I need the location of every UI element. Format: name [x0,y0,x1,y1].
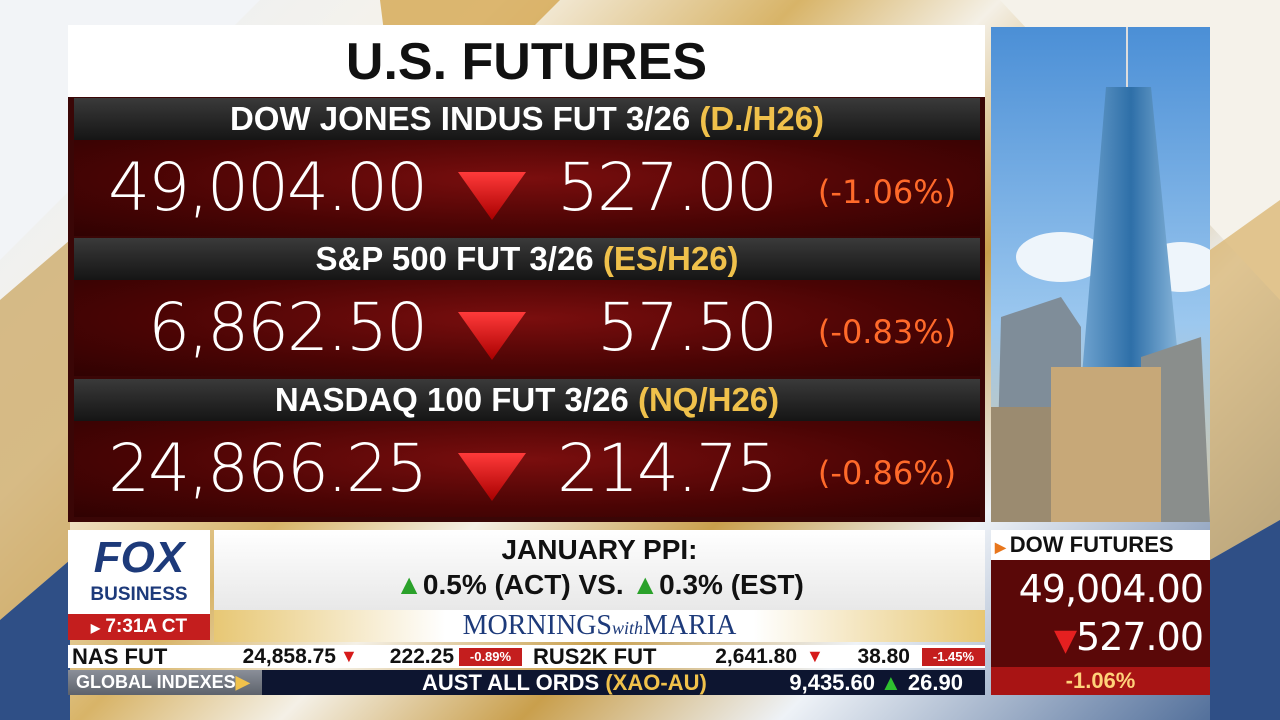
ticker-price: 24,858.75 [242,645,336,668]
future-band [74,280,980,376]
future-symbol: (ES/H26) [602,240,739,277]
side-change-row: ▼527.00 [991,614,1204,664]
ticker-change: 222.25 [389,645,454,668]
ticker-row [68,645,985,668]
side-percent: -1.06% [991,667,1210,695]
index-change: 26.90 [907,670,963,695]
side-price: 49,004.00 [1018,567,1204,611]
up-arrow: ▲ [395,569,423,600]
ticker-price: 2,641.80 [715,645,797,668]
future-percent: (-1.06%) [817,173,957,211]
future-change: 527.00 [557,149,778,226]
headline-title: JANUARY PPI: [501,534,698,565]
logo-fox: FOX [93,533,185,582]
show-first: MORNINGS [462,610,612,641]
side-values [991,560,1210,667]
play-icon: ▶ [235,672,250,692]
index-name: AUST ALL ORDS [422,670,600,695]
actual: 0.5% (ACT) VS. [422,569,624,600]
title: U.S. FUTURES [68,25,985,97]
down-arrow: ▼ [340,646,358,666]
up-arrow: ▲ [880,670,902,695]
ticker-name: NAS FUT [72,644,168,669]
down-arrow: ▼ [806,646,824,666]
future-percent: (-0.86%) [817,454,957,492]
headline-box [214,530,985,610]
logo-box [68,530,210,614]
future-symbol: (NQ/H26) [637,381,780,418]
index-symbol: (XAO-AU) [605,670,707,695]
ticker-change: 38.80 [857,645,910,668]
play-icon: ▶ [90,621,101,635]
down-arrow: ▼ [1053,623,1077,658]
building-photo [991,27,1210,522]
estimate: 0.3% (EST) [659,569,804,600]
future-band [74,421,980,517]
future-header: DOW JONES INDUS FUT 3/26 (D./H26) [74,98,980,140]
play-icon: ▶ [995,539,1006,555]
future-header: NASDAQ 100 FUT 3/26 (NQ/H26) [74,379,980,421]
show-banner: MORNINGSwithMARIA [214,610,985,642]
future-change: 214.75 [557,430,778,507]
time: 7:31A CT [105,616,188,637]
future-price: 24,866.25 [108,430,428,507]
future-name: NASDAQ 100 FUT 3/26 [274,381,629,418]
clock: ▶ 7:31A CT [68,614,210,640]
future-band [74,140,980,236]
side-title: ▶ DOW FUTURES [991,530,1210,560]
headline-line: ▲0.5% (ACT) VS. ▲0.3% (EST) [214,567,985,603]
ticker-name: RUS2K FUT [533,644,657,669]
side-title-text: DOW FUTURES [1009,532,1174,557]
ticker-percent: -1.45% [922,648,985,666]
down-arrow [458,172,526,220]
future-header: S&P 500 FUT 3/26 (ES/H26) [74,238,980,280]
ticker-label-text: GLOBAL INDEXES [76,672,236,692]
future-name: DOW JONES INDUS FUT 3/26 [229,100,691,137]
ticker-percent: -0.89% [459,648,522,666]
side-change: 527.00 [1076,615,1204,659]
future-percent: (-0.83%) [817,313,957,351]
future-name: S&P 500 FUT 3/26 [315,240,594,277]
show-middle: with [612,618,644,638]
ticker-label: GLOBAL INDEXES▶ [68,670,262,695]
future-price: 6,862.50 [148,289,428,366]
logo-business: BUSINESS [90,584,188,605]
future-symbol: (D./H26) [699,100,825,137]
future-change: 57.50 [597,289,778,366]
down-arrow [458,312,526,360]
down-arrow [458,453,526,501]
up-arrow: ▲ [631,569,660,600]
future-price: 49,004.00 [108,149,428,226]
index-price: 9,435.60 [789,670,875,695]
index-change-row: ▲ 26.90 [880,671,963,694]
show-last: MARIA [643,610,737,641]
ticker-item: AUST ALL ORDS (XAO-AU) [422,671,707,694]
